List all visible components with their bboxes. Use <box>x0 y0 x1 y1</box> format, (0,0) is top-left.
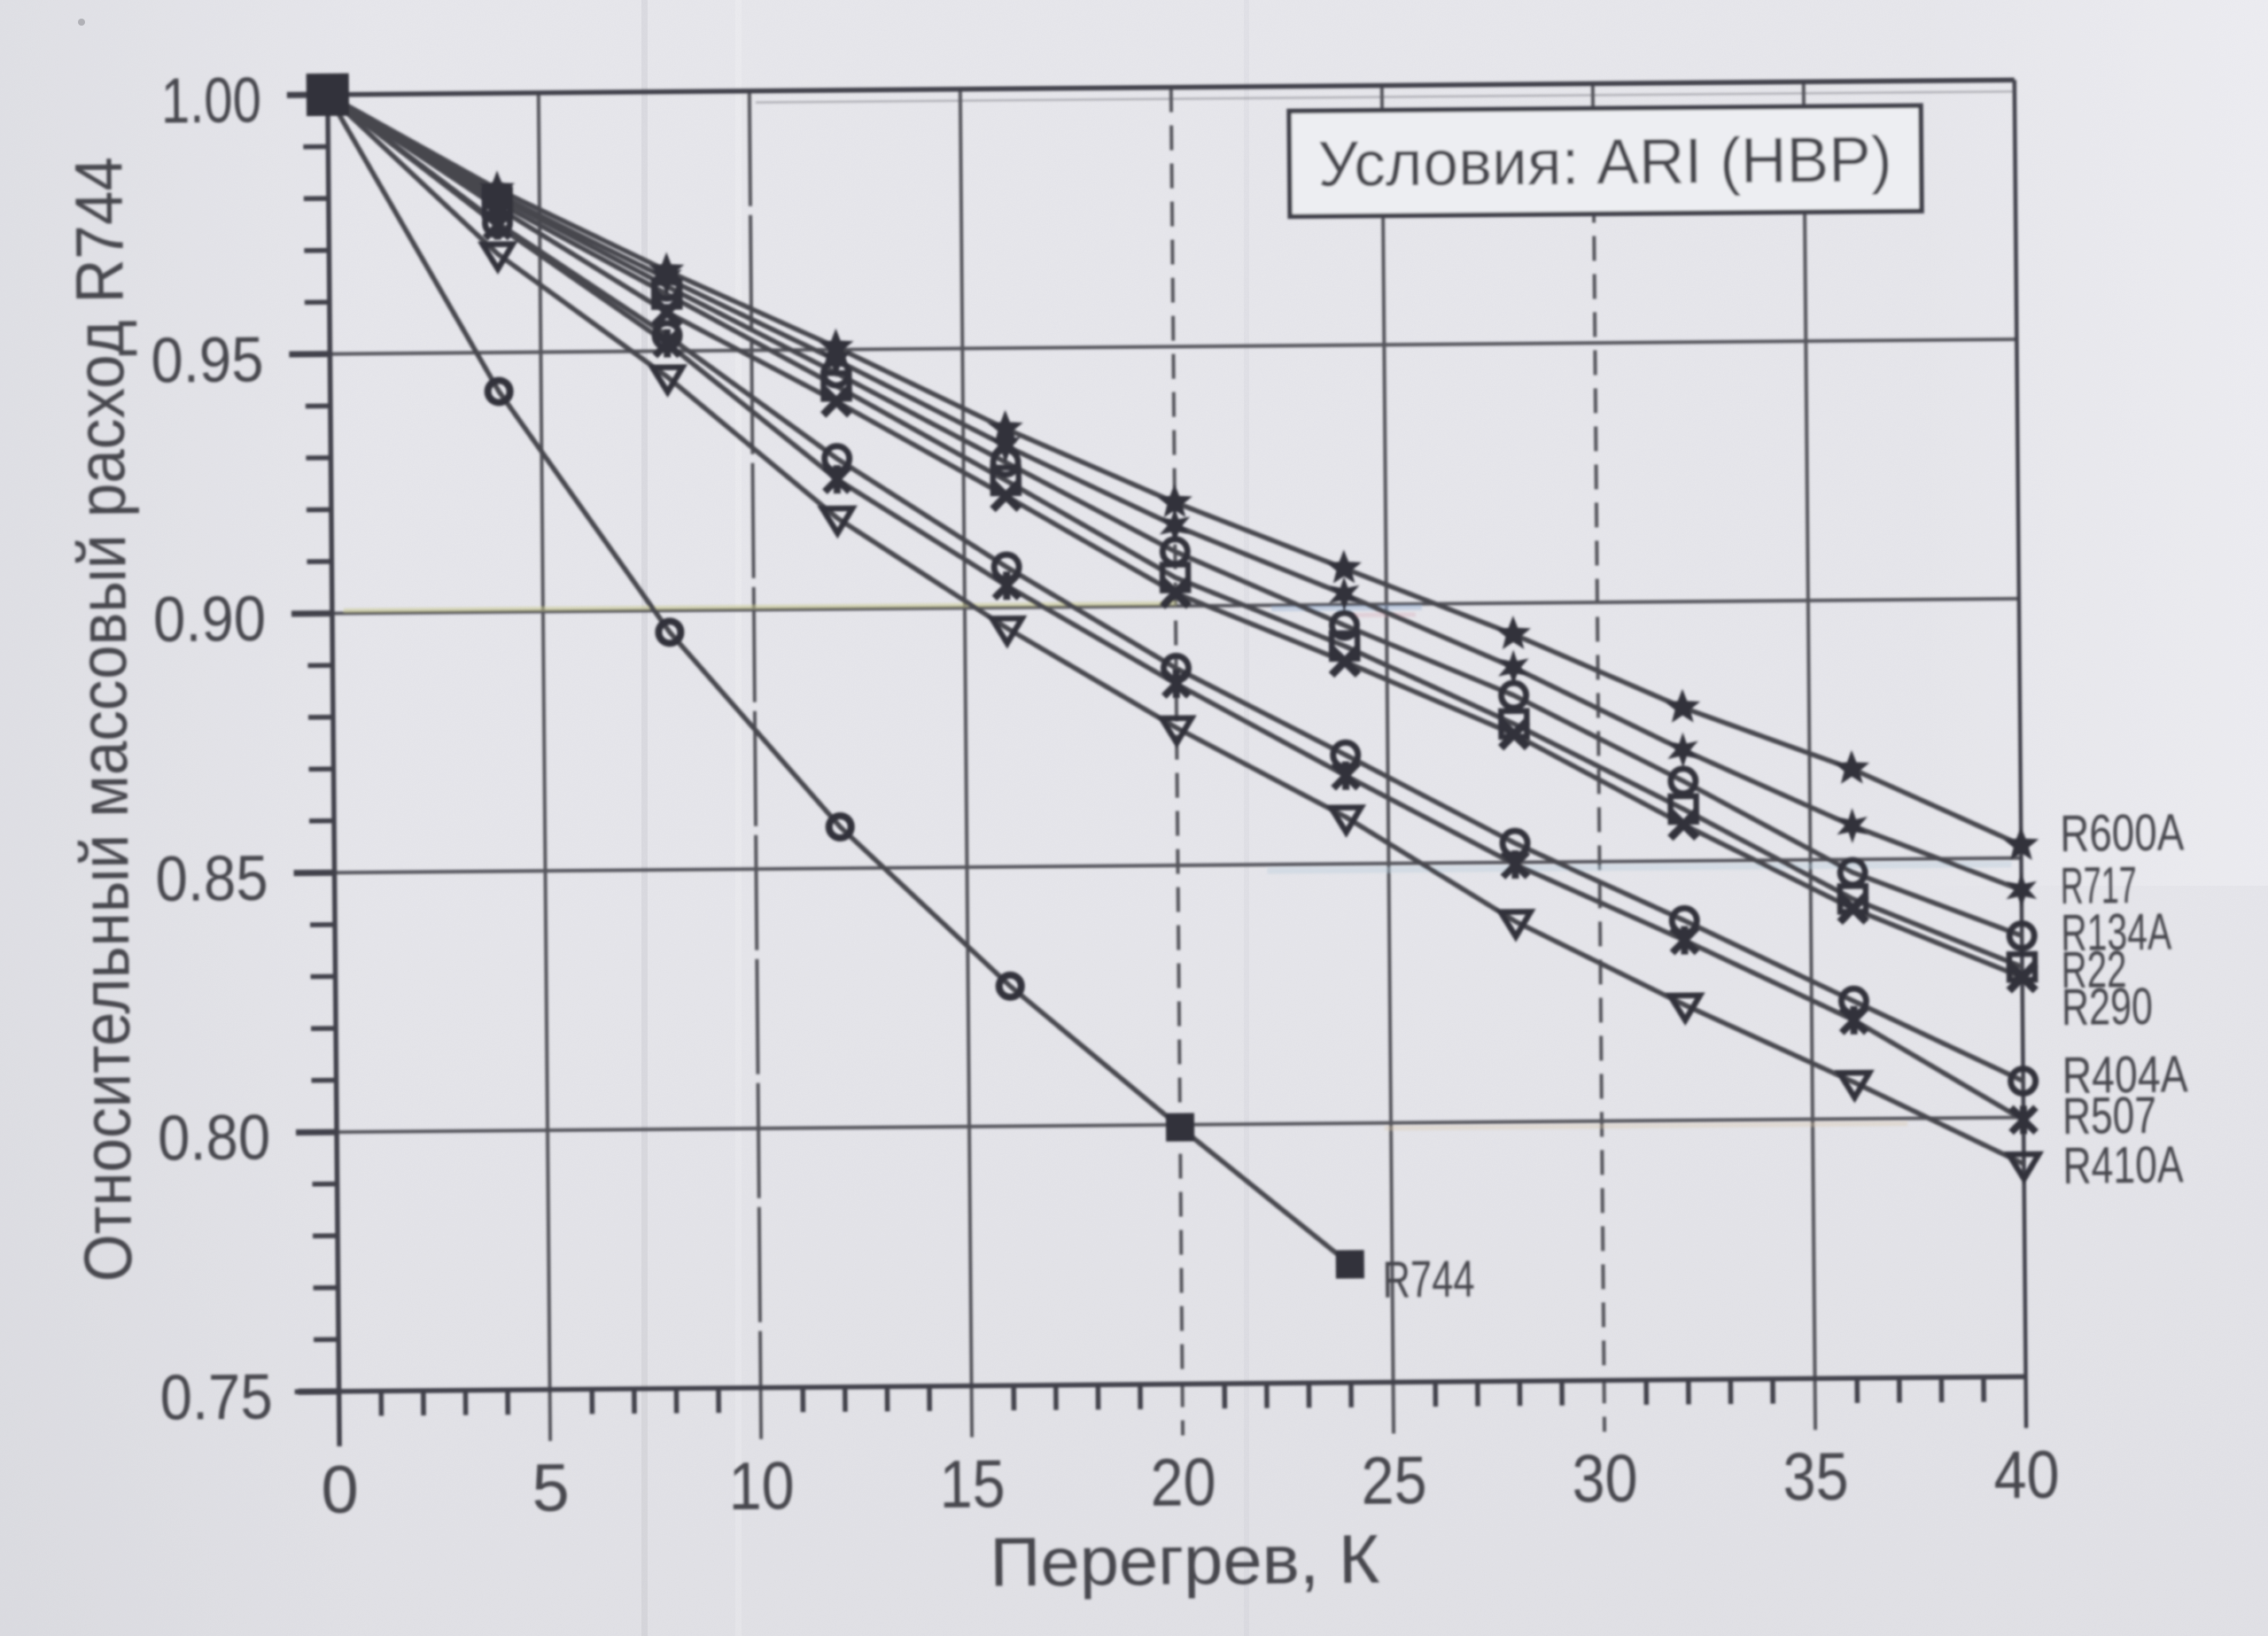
svg-text:0.80: 0.80 <box>158 1103 271 1175</box>
svg-text:40: 40 <box>1993 1438 2060 1514</box>
svg-text:R134A: R134A <box>2061 903 2172 962</box>
svg-text:Относительный массовый расход: Относительный массовый расход R744 <box>61 157 146 1283</box>
svg-text:1.00: 1.00 <box>161 66 262 137</box>
svg-text:0.75: 0.75 <box>159 1362 273 1434</box>
svg-text:R600A: R600A <box>2060 804 2185 863</box>
svg-text:25: 25 <box>1361 1443 1427 1519</box>
svg-text:0.95: 0.95 <box>151 324 264 396</box>
svg-text:0.90: 0.90 <box>153 584 267 655</box>
svg-text:Условия: ARI (HBP): Условия: ARI (HBP) <box>1317 125 1892 201</box>
svg-text:R507: R507 <box>2062 1087 2157 1145</box>
svg-text:0: 0 <box>321 1453 359 1528</box>
svg-text:15: 15 <box>939 1446 1006 1523</box>
svg-text:R22: R22 <box>2061 941 2127 999</box>
svg-text:R717: R717 <box>2060 857 2137 915</box>
svg-text:R410A: R410A <box>2062 1136 2184 1195</box>
svg-text:R744: R744 <box>1382 1251 1475 1309</box>
svg-text:Перегрев, К: Перегрев, К <box>990 1520 1380 1601</box>
svg-text:20: 20 <box>1150 1445 1216 1521</box>
svg-text:R404A: R404A <box>2062 1046 2188 1105</box>
svg-text:5: 5 <box>532 1451 570 1526</box>
svg-text:R290: R290 <box>2062 978 2154 1036</box>
svg-text:0.85: 0.85 <box>155 843 268 915</box>
svg-text:10: 10 <box>728 1448 795 1524</box>
svg-text:30: 30 <box>1572 1441 1638 1517</box>
svg-text:35: 35 <box>1783 1439 1849 1516</box>
